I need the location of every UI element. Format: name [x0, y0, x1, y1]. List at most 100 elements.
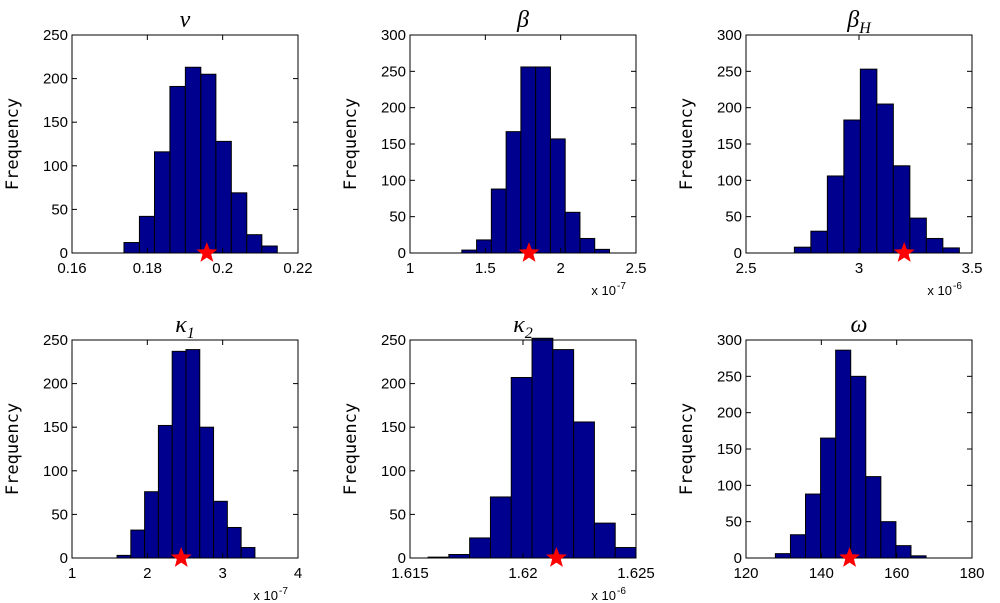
- y-tick-label: 200: [717, 405, 742, 422]
- x-exponent: -7: [279, 586, 288, 597]
- y-tick-label: 250: [717, 368, 742, 385]
- x-multiplier: x 10: [591, 588, 616, 603]
- panel-title: ω: [851, 312, 868, 338]
- bar: [552, 349, 575, 559]
- bar: [130, 529, 146, 559]
- x-tick-label: 1.5: [475, 260, 496, 277]
- bar: [865, 476, 882, 559]
- x-tick-label: 1.625: [617, 565, 655, 582]
- bar: [810, 230, 828, 254]
- bar: [200, 73, 217, 254]
- x-tick-label: 4: [294, 565, 302, 582]
- x-exponent: -7: [617, 281, 626, 292]
- x-tick-label: 0.18: [133, 260, 162, 277]
- y-tick-label: 100: [381, 463, 406, 480]
- y-tick-label: 0: [60, 550, 68, 567]
- y-tick-label: 150: [717, 441, 742, 458]
- bar: [942, 247, 960, 254]
- y-tick-label: 300: [717, 332, 742, 349]
- bar: [579, 237, 596, 254]
- bar: [531, 337, 554, 559]
- x-tick-label: 120: [733, 565, 758, 582]
- bar: [850, 375, 867, 559]
- y-tick-label: 150: [43, 419, 68, 436]
- title-text: β: [846, 7, 859, 33]
- panel-title: β: [516, 7, 529, 33]
- y-tick-label: 50: [51, 201, 68, 218]
- bar: [549, 138, 566, 254]
- x-tick-label: 1.615: [391, 565, 429, 582]
- y-tick-label: 100: [381, 172, 406, 189]
- y-axis-label: Frequency: [341, 98, 361, 190]
- bar: [805, 493, 822, 559]
- x-tick-label: 2.5: [626, 260, 647, 277]
- panel: 0 50 100 150 200 250 0.16 0.18 0.2 0.22 ν Frequency: [3, 7, 313, 277]
- axes-box: [71, 34, 299, 254]
- x-tick-label: 2: [143, 565, 151, 582]
- y-tick-label: 100: [43, 463, 68, 480]
- panel-title: κ2: [513, 312, 533, 342]
- bar: [843, 119, 861, 254]
- bar: [476, 239, 492, 254]
- bar: [520, 66, 537, 254]
- bar: [925, 237, 944, 254]
- bar: [535, 66, 551, 254]
- x-tick-label: 0.16: [57, 260, 86, 277]
- y-tick-label: 50: [389, 506, 406, 523]
- y-axis-label: Frequency: [677, 403, 697, 495]
- y-tick-label: 150: [717, 136, 742, 153]
- bar: [573, 421, 595, 559]
- x-tick-label: 0.2: [212, 260, 233, 277]
- y-tick-label: 200: [717, 100, 742, 117]
- true-value-star: [546, 547, 567, 567]
- y-tick-label: 250: [43, 27, 68, 44]
- x-exponent: -6: [617, 586, 626, 597]
- x-tick-label: 180: [959, 565, 984, 582]
- axes-box: [409, 339, 637, 559]
- x-tick-label: 140: [809, 565, 834, 582]
- bar: [123, 242, 140, 254]
- true-value-star: [170, 547, 192, 567]
- x-tick-label: 1.62: [508, 565, 537, 582]
- bar: [510, 376, 533, 559]
- bar: [594, 248, 610, 254]
- y-tick-label: 50: [725, 209, 742, 226]
- bar: [505, 131, 522, 254]
- panel: 0 50 100 150 200 250 300 1 1.5 2 2.5 β Frequency x 10…: [341, 7, 646, 298]
- title-text: β: [516, 7, 529, 33]
- bar: [880, 521, 897, 559]
- title-text: κ: [513, 312, 525, 338]
- bar: [593, 522, 616, 559]
- y-tick-label: 200: [381, 100, 406, 117]
- bar: [144, 491, 159, 559]
- bar: [153, 151, 171, 254]
- bar: [246, 234, 263, 254]
- true-value-star: [839, 547, 860, 567]
- y-tick-label: 100: [43, 158, 68, 175]
- x-tick-label: 0.22: [283, 260, 312, 277]
- bar: [895, 545, 912, 559]
- y-tick-label: 0: [734, 245, 742, 262]
- bar: [230, 192, 248, 254]
- y-axis-label: Frequency: [3, 403, 23, 495]
- bar: [826, 175, 845, 254]
- y-tick-label: 250: [43, 332, 68, 349]
- y-tick-label: 250: [381, 63, 406, 80]
- bar: [774, 553, 791, 559]
- bar: [138, 215, 155, 254]
- panel: 0 50 100 150 200 250 300 2.5 3 3.5 βH Frequency x 10…: [677, 7, 982, 298]
- title-subscript: 2: [525, 325, 533, 342]
- x-multiplier: x 10: [927, 283, 952, 298]
- bar: [213, 500, 228, 559]
- x-tick-label: 2.5: [736, 260, 757, 277]
- bar: [185, 349, 201, 559]
- y-tick-label: 50: [51, 506, 68, 523]
- bar: [820, 437, 837, 559]
- bar: [469, 537, 491, 559]
- bar: [614, 547, 637, 559]
- y-tick-label: 50: [389, 209, 406, 226]
- panel-title: ν: [180, 7, 191, 33]
- x-exponent: -6: [953, 281, 962, 292]
- x-tick-label: 3: [855, 260, 863, 277]
